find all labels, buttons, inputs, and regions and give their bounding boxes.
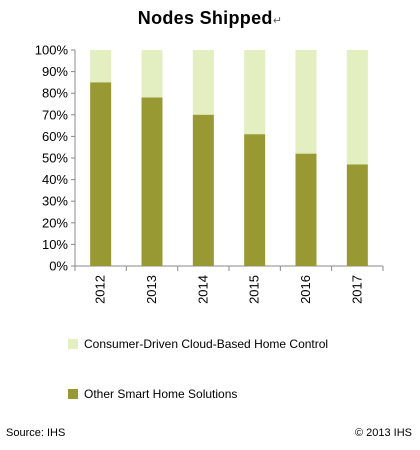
copyright-note: © 2013 IHS bbox=[354, 427, 412, 439]
x-tick-label-2015: 2015 bbox=[247, 275, 262, 304]
bar-lower-2012 bbox=[90, 82, 112, 267]
bar-upper-2016 bbox=[295, 50, 317, 154]
y-tick-label: 100% bbox=[35, 43, 69, 58]
bar-lower-2016 bbox=[295, 153, 317, 266]
legend-label-upper: Consumer-Driven Cloud-Based Home Control bbox=[84, 337, 329, 351]
legend-swatch-lower bbox=[68, 389, 78, 399]
bar-upper-2014 bbox=[192, 50, 214, 115]
y-tick-label: 40% bbox=[42, 172, 68, 187]
y-tick-label: 60% bbox=[42, 129, 68, 144]
x-tick-label-2013: 2013 bbox=[144, 275, 159, 304]
y-tick-label: 90% bbox=[42, 64, 68, 79]
return-mark-icon: ↵ bbox=[272, 15, 283, 27]
bar-upper-2015 bbox=[244, 50, 266, 135]
chart-title-text: Nodes Shipped bbox=[137, 8, 273, 28]
source-note: Source: IHS bbox=[6, 427, 66, 439]
legend-item-upper: Consumer-Driven Cloud-Based Home Control bbox=[68, 337, 328, 351]
y-tick-label: 20% bbox=[42, 215, 68, 230]
y-tick-label: 10% bbox=[42, 237, 68, 252]
y-tick-label: 70% bbox=[42, 107, 68, 122]
bar-upper-2013 bbox=[141, 50, 163, 98]
y-tick-label: 80% bbox=[42, 86, 68, 101]
bar-lower-2014 bbox=[192, 114, 214, 266]
x-tick-label-2012: 2012 bbox=[93, 275, 108, 304]
x-tick-label-2017: 2017 bbox=[349, 275, 364, 304]
x-tick-label-2014: 2014 bbox=[195, 275, 210, 304]
y-tick-label: 30% bbox=[42, 194, 68, 209]
bar-upper-2017 bbox=[346, 50, 368, 165]
y-tick-label: 50% bbox=[42, 151, 68, 166]
bar-lower-2013 bbox=[141, 97, 163, 267]
bar-lower-2017 bbox=[346, 164, 368, 266]
x-tick-label-2016: 2016 bbox=[298, 275, 313, 304]
y-tick-label: 0% bbox=[49, 259, 68, 274]
chart-title: Nodes Shipped↵ bbox=[0, 8, 420, 29]
legend-label-lower: Other Smart Home Solutions bbox=[84, 387, 238, 401]
bar-lower-2015 bbox=[244, 134, 266, 266]
legend-item-lower: Other Smart Home Solutions bbox=[68, 387, 237, 401]
bar-upper-2012 bbox=[90, 50, 112, 83]
legend-swatch-upper bbox=[68, 339, 78, 349]
